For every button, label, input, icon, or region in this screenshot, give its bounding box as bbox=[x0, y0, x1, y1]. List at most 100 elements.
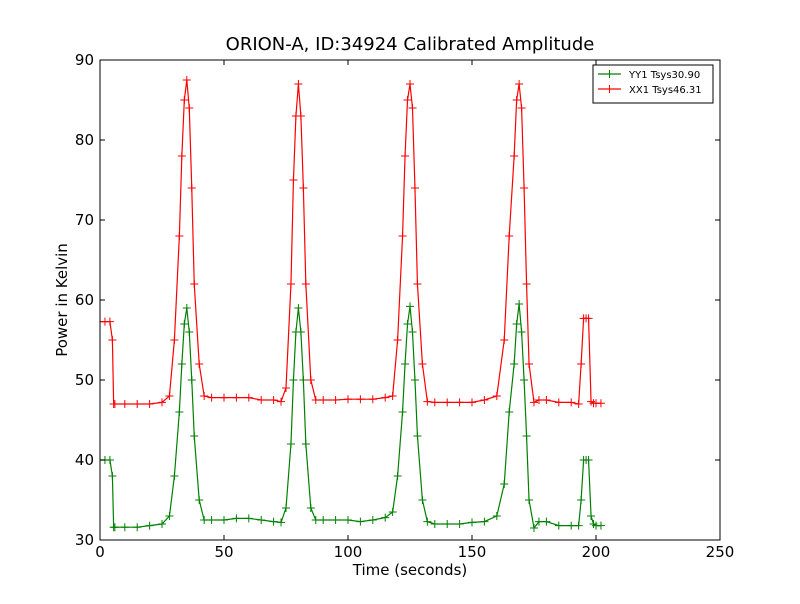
data-point-marker bbox=[257, 516, 266, 524]
data-point-marker bbox=[282, 504, 290, 512]
data-point-marker bbox=[401, 360, 410, 368]
data-point-marker bbox=[319, 516, 328, 524]
data-point-marker bbox=[381, 513, 390, 522]
data-point-marker bbox=[145, 521, 154, 530]
data-point-marker bbox=[554, 521, 563, 530]
data-point-marker bbox=[512, 96, 521, 104]
data-point-marker bbox=[430, 398, 439, 407]
y-tick-label: 80 bbox=[75, 131, 94, 149]
data-point-marker bbox=[534, 517, 543, 526]
data-point-marker bbox=[443, 520, 452, 528]
data-point-marker bbox=[468, 518, 476, 527]
data-point-marker bbox=[289, 376, 298, 384]
data-point-marker bbox=[413, 280, 422, 288]
series-2 bbox=[100, 76, 605, 408]
data-point-marker bbox=[207, 516, 216, 524]
data-point-marker bbox=[584, 314, 593, 323]
y-tick-label: 70 bbox=[75, 211, 94, 229]
data-point-marker bbox=[195, 360, 204, 368]
data-point-marker bbox=[170, 472, 179, 480]
data-point-marker bbox=[492, 392, 501, 400]
data-point-marker bbox=[505, 408, 514, 416]
data-point-marker bbox=[567, 521, 576, 530]
data-point-marker bbox=[133, 400, 142, 408]
data-point-marker bbox=[517, 328, 526, 336]
data-point-marker bbox=[344, 516, 352, 524]
data-point-marker bbox=[190, 280, 199, 288]
x-tick-label: 100 bbox=[334, 543, 363, 561]
data-point-marker bbox=[430, 520, 439, 528]
data-point-marker bbox=[177, 360, 186, 368]
data-point-marker bbox=[423, 517, 432, 526]
y-tick-label: 30 bbox=[75, 531, 94, 549]
data-point-marker bbox=[515, 80, 524, 88]
data-point-marker bbox=[232, 514, 241, 523]
data-point-marker bbox=[286, 280, 295, 288]
data-point-marker bbox=[282, 384, 290, 392]
data-point-marker bbox=[356, 395, 365, 404]
data-point-marker bbox=[500, 336, 509, 344]
data-point-marker bbox=[289, 176, 298, 184]
legend: YY1 Tsys30.90 XX1 Tsys46.31 bbox=[592, 64, 714, 104]
data-point-marker bbox=[517, 104, 526, 112]
data-point-marker bbox=[410, 184, 419, 192]
data-point-marker bbox=[393, 336, 402, 344]
data-point-marker bbox=[158, 398, 166, 407]
data-point-marker bbox=[413, 432, 422, 440]
data-point-marker bbox=[567, 398, 576, 407]
data-point-marker bbox=[512, 320, 521, 328]
data-point-marker bbox=[542, 396, 551, 404]
data-point-marker bbox=[577, 496, 586, 504]
data-point-marker bbox=[145, 400, 154, 408]
data-point-marker bbox=[257, 396, 266, 404]
data-point-marker bbox=[368, 395, 377, 404]
data-point-marker bbox=[398, 232, 407, 240]
data-point-marker bbox=[306, 504, 315, 512]
data-point-marker bbox=[294, 304, 303, 312]
data-point-marker bbox=[301, 440, 310, 448]
data-point-marker bbox=[185, 328, 194, 336]
data-point-marker bbox=[190, 432, 199, 440]
data-point-marker bbox=[200, 516, 209, 524]
data-point-marker bbox=[574, 400, 583, 408]
data-point-marker bbox=[170, 336, 179, 344]
data-point-marker bbox=[158, 520, 166, 528]
data-point-marker bbox=[525, 360, 534, 368]
data-point-marker bbox=[244, 393, 253, 402]
data-point-marker bbox=[195, 496, 204, 504]
data-point-marker bbox=[220, 516, 228, 524]
data-point-marker bbox=[443, 398, 452, 407]
plot-area-frame bbox=[99, 59, 721, 541]
data-point-marker bbox=[356, 517, 365, 526]
data-point-marker bbox=[408, 104, 417, 112]
legend-swatch-marker bbox=[605, 85, 614, 93]
data-point-marker bbox=[418, 360, 427, 368]
data-point-marker bbox=[403, 96, 412, 104]
data-point-marker bbox=[587, 512, 596, 520]
data-point-marker bbox=[554, 398, 563, 407]
y-axis-label: Power in Kelvin bbox=[53, 243, 71, 357]
data-point-marker bbox=[180, 96, 189, 104]
data-point-marker bbox=[344, 395, 352, 404]
data-point-marker bbox=[520, 376, 529, 384]
data-point-marker bbox=[299, 376, 308, 384]
data-point-marker bbox=[110, 400, 119, 408]
data-point-marker bbox=[406, 80, 414, 88]
data-point-marker bbox=[269, 396, 278, 404]
data-point-marker bbox=[306, 376, 315, 384]
data-point-marker bbox=[220, 393, 228, 402]
x-tick-label: 0 bbox=[95, 543, 105, 561]
data-point-marker bbox=[510, 360, 519, 368]
data-point-marker bbox=[110, 523, 119, 532]
data-point-marker bbox=[406, 302, 414, 311]
data-point-marker bbox=[423, 397, 432, 406]
series-line bbox=[100, 303, 601, 530]
data-point-marker bbox=[331, 516, 340, 524]
data-point-marker bbox=[492, 512, 501, 520]
data-point-marker bbox=[403, 320, 412, 328]
x-tick-label: 50 bbox=[214, 543, 233, 561]
data-point-marker bbox=[175, 408, 184, 416]
data-point-marker bbox=[530, 524, 538, 532]
